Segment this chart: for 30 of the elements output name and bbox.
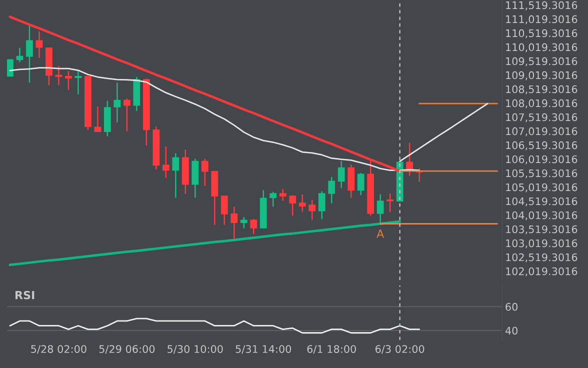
- y-tick-label: 102,519.3016: [506, 253, 578, 262]
- y-tick-label: 110,519.3016: [506, 29, 578, 38]
- annotation: A: [376, 230, 384, 238]
- y-tick-label: 110,019.3016: [506, 43, 578, 52]
- y-tick-label: 108,519.3016: [506, 85, 578, 94]
- chart-title: RSI: [16, 290, 34, 300]
- y-tick-label: 111,519.3016: [506, 1, 578, 10]
- y-tick-label: 103,519.3016: [506, 225, 578, 234]
- y-tick-label: 105,019.3016: [506, 183, 578, 192]
- y-tick-label: 108,019.3016: [506, 99, 578, 108]
- x-tick-label: 5/28 02:00: [31, 345, 86, 354]
- y-tick-label: 109,019.3016: [506, 71, 578, 80]
- y-tick-label: 104,019.3016: [506, 211, 578, 220]
- y-tick-label: 109,519.3016: [506, 57, 578, 66]
- y-tick-label: 60: [506, 302, 518, 311]
- y-tick-label: 102,019.3016: [506, 267, 578, 276]
- y-tick-label: 103,019.3016: [506, 239, 578, 248]
- x-tick-label: 6/1 18:00: [307, 345, 356, 354]
- y-tick-label: 107,019.3016: [506, 127, 578, 136]
- y-tick-label: 104,519.3016: [506, 197, 578, 206]
- y-tick-label: 107,519.3016: [506, 113, 578, 122]
- x-tick-label: 6/3 02:00: [376, 345, 424, 354]
- y-tick-label: 111,019.3016: [506, 15, 578, 24]
- y-tick-label: 40: [505, 326, 518, 335]
- y-tick-label: 105,519.3016: [506, 169, 578, 178]
- y-tick-label: 106,019.3016: [506, 155, 578, 164]
- x-tick-label: 5/31 14:00: [236, 345, 292, 354]
- x-tick-label: 5/30 10:00: [168, 345, 223, 354]
- y-tick-label: 106,519.3016: [506, 141, 578, 150]
- x-tick-label: 5/29 06:00: [99, 345, 155, 354]
